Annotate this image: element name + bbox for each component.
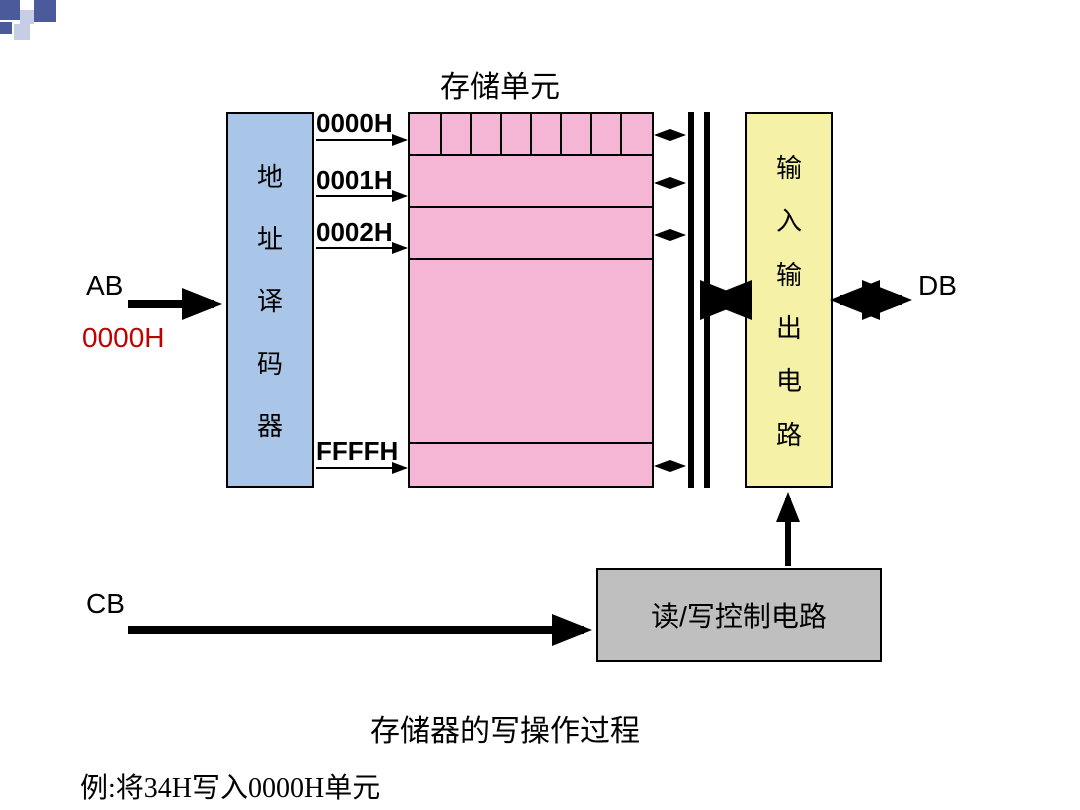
- memory-row-0: [410, 114, 652, 156]
- memory-diagram: 存储单元 地 址 译 码 器 输 入 输: [0, 0, 1080, 810]
- memory-row-n: [410, 442, 652, 488]
- addr-0000h: 0000H: [316, 108, 393, 139]
- bus-bar-1: [688, 112, 694, 488]
- caption-label: 存储器的写操作过程: [370, 706, 640, 750]
- memory-row-2: [410, 208, 652, 260]
- rw-control-label: 读/写控制电路: [651, 595, 827, 635]
- addr-0001h: 0001H: [316, 165, 393, 196]
- io-box: 输 入 输 出 电 路: [745, 112, 833, 488]
- decoder-box: 地 址 译 码 器: [226, 112, 314, 488]
- cb-label: CB: [86, 588, 125, 620]
- memory-box: [408, 112, 654, 488]
- ab-label: AB: [86, 270, 123, 302]
- io-label: 输 入 输 出 电 路: [747, 114, 831, 486]
- addr-0002h: 0002H: [316, 217, 393, 248]
- example-label: 例:将34H写入0000H单元: [80, 766, 380, 806]
- db-label: DB: [918, 270, 957, 302]
- bus-bar-2: [704, 112, 710, 488]
- decoder-label: 地 址 译 码 器: [228, 114, 312, 486]
- title-label: 存储单元: [440, 62, 560, 106]
- ab-value: 0000H: [82, 322, 165, 354]
- rw-control-box: 读/写控制电路: [596, 568, 882, 662]
- addr-ffffh: FFFFH: [316, 436, 398, 467]
- memory-row-3: [410, 260, 652, 312]
- memory-row-1: [410, 156, 652, 208]
